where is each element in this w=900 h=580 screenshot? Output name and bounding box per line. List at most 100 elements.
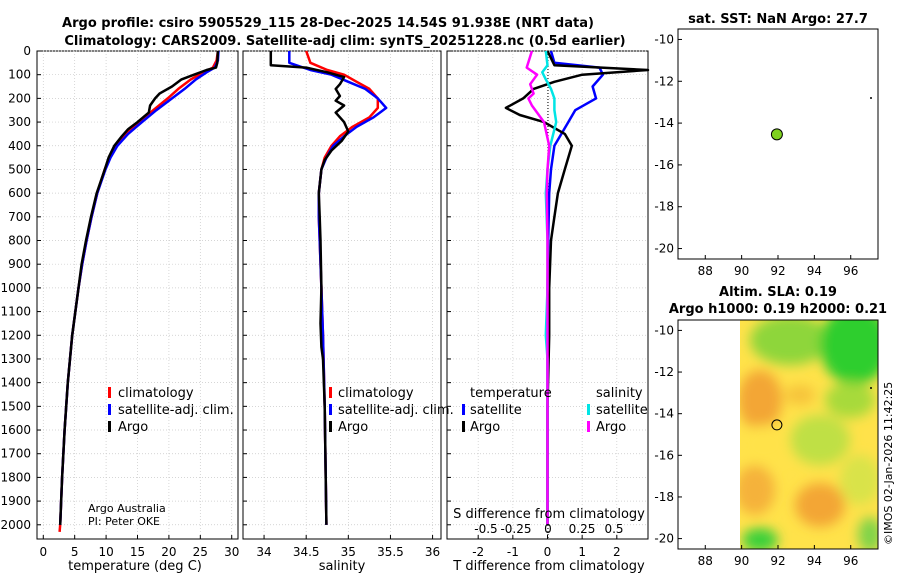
lon-tick-label: 96 — [843, 264, 858, 278]
legend-swatch-climatology — [108, 387, 111, 398]
lat-tick-label: -16 — [654, 448, 674, 462]
difference-tick-labels: -2 -1 0 1 2 — [472, 545, 620, 559]
legend-label-argo: Argo — [338, 420, 368, 435]
temperature-grid — [37, 50, 238, 539]
lon-tick-label: 88 — [698, 554, 713, 568]
credit-org: Argo Australia — [88, 502, 166, 515]
difference-panel: -2 -1 0 1 2 T difference from climatology S … — [446, 50, 650, 574]
salinity-grid — [243, 50, 441, 539]
legend-label-sal-argo: Argo — [596, 420, 626, 435]
x-tick-label: -2 — [472, 545, 484, 559]
legend-label-sal-satellite: satellite — [596, 403, 648, 418]
legend-swatch-satellite-adj — [108, 404, 111, 415]
lon-tick-label: 96 — [843, 554, 858, 568]
depth-tick-label: 1400 — [0, 376, 31, 390]
depth-tick-label: 500 — [8, 162, 31, 176]
lat-tick-label: -10 — [654, 32, 674, 46]
argo-position-marker — [770, 128, 783, 141]
depth-tick-label: 2000 — [0, 518, 31, 532]
series-line-argo — [269, 51, 350, 525]
x-tick-label: 35 — [341, 545, 356, 559]
difference-xlabel: T difference from climatology — [452, 559, 645, 574]
salinity-lines — [269, 50, 388, 525]
lon-tick-label: 94 — [807, 554, 822, 568]
legend-label-temp-argo: Argo — [470, 420, 500, 435]
figure-title-line1: Argo profile: csiro 5905529_115 28-Dec-2… — [62, 16, 594, 31]
lat-tick-label: -20 — [654, 532, 674, 546]
temperature-xlabel: temperature (deg C) — [68, 559, 202, 574]
s-tick-label: 0.25 — [569, 522, 596, 536]
temperature-lines — [58, 50, 220, 533]
salinity-tick-labels: 34 34.5 35 35.5 36 — [256, 545, 440, 559]
x-tick-label: 0 — [544, 545, 552, 559]
lon-tick-label: 92 — [770, 554, 785, 568]
x-tick-label: 36 — [425, 545, 440, 559]
depth-tick-label: 0 — [23, 44, 31, 58]
x-tick-label: 15 — [130, 545, 145, 559]
lat-tick-label: -10 — [654, 323, 674, 337]
s-tick-label: 0.5 — [604, 522, 623, 536]
x-tick-label: 20 — [161, 545, 176, 559]
series-line-salinity-argo — [525, 50, 551, 525]
lat-tick-label: -14 — [654, 116, 674, 130]
x-tick-label: 34.5 — [293, 545, 320, 559]
depth-tick-label: 1900 — [0, 494, 31, 508]
depth-tick-label: 900 — [8, 257, 31, 271]
depth-tick-label: 1500 — [0, 399, 31, 413]
imos-stamp: ©IMOS 02-Jan-2026 11:42:25 — [882, 382, 895, 545]
legend-label-satellite-adj: satellite-adj. clim. — [118, 403, 234, 418]
depth-tick-label: 700 — [8, 210, 31, 224]
x-tick-label: -1 — [507, 545, 519, 559]
legend-swatch-argo — [329, 421, 332, 432]
depth-tick-label: 300 — [8, 115, 31, 129]
sst-map-speck — [870, 97, 872, 99]
lon-tick-label: 90 — [734, 264, 749, 278]
lon-tick-label: 94 — [807, 264, 822, 278]
temperature-panel: 0100200300400500600700800900100011001200… — [0, 44, 239, 574]
depth-tick-label: 200 — [8, 91, 31, 105]
sla-field — [740, 320, 878, 549]
argo-position-marker — [771, 419, 783, 431]
difference-legend: temperature salinity satellite Argo sate… — [462, 386, 648, 435]
legend-header-salinity: salinity — [596, 386, 643, 401]
s-difference-axis-title: S difference from climatology — [453, 507, 645, 522]
depth-tick-labels: 0 100 200 300 400 500 600 700 800 900 1000 1100 1200… — [0, 44, 31, 532]
legend-swatch-sal-argo — [587, 421, 590, 432]
lat-tick-label: -16 — [654, 158, 674, 172]
lon-tick-label: 90 — [734, 554, 749, 568]
legend-label-climatology: climatology — [338, 386, 414, 401]
lat-tick-label: -18 — [654, 200, 674, 214]
sla-map-title2: Argo h1000: 0.19 h2000: 0.21 — [669, 302, 887, 317]
x-tick-label: 35.5 — [377, 545, 404, 559]
sst-map-title: sat. SST: NaN Argo: 27.7 — [688, 12, 868, 27]
s-difference-ticks: -0.5 -0.25 0 0.25 0.5 — [474, 522, 623, 536]
x-tick-label: 34 — [256, 545, 271, 559]
s-tick-label: -0.25 — [500, 522, 531, 536]
depth-tick-label: 1600 — [0, 423, 31, 437]
legend-swatch-temp-satellite — [462, 404, 465, 415]
series-line-argo — [58, 50, 220, 525]
salinity-panel: 34 34.5 35 35.5 36 salinity climatology sate… — [242, 50, 454, 574]
depth-tick-label: 400 — [8, 139, 31, 153]
sla-map-panel: Altim. SLA: 0.19 Argo h1000: 0.19 h2000:… — [654, 285, 887, 568]
depth-tick-label: 100 — [8, 68, 31, 82]
x-tick-label: 0 — [39, 545, 47, 559]
salinity-xlabel: salinity — [319, 559, 366, 574]
lat-tick-label: -12 — [654, 365, 674, 379]
temperature-legend: climatology satellite-adj. clim. Argo — [108, 386, 234, 435]
x-tick-label: 5 — [71, 545, 79, 559]
s-tick-label: 0 — [544, 522, 552, 536]
depth-tick-label: 1700 — [0, 447, 31, 461]
credit-pi: PI: Peter OKE — [88, 515, 160, 528]
sst-map-frame — [677, 28, 879, 260]
legend-swatch-sal-satellite — [587, 404, 590, 415]
salinity-frame — [242, 50, 442, 540]
salinity-legend: climatology satellite-adj. clim. Argo — [329, 386, 454, 435]
x-tick-label: 2 — [613, 545, 621, 559]
sla-map-speck — [870, 387, 872, 389]
legend-swatch-temp-argo — [462, 421, 465, 432]
x-tick-label: 30 — [224, 545, 239, 559]
sst-map-ticks: 88 90 92 94 96 -10 -12 -14 -16 -18 -20 — [654, 32, 858, 278]
legend-swatch-argo — [108, 421, 111, 432]
